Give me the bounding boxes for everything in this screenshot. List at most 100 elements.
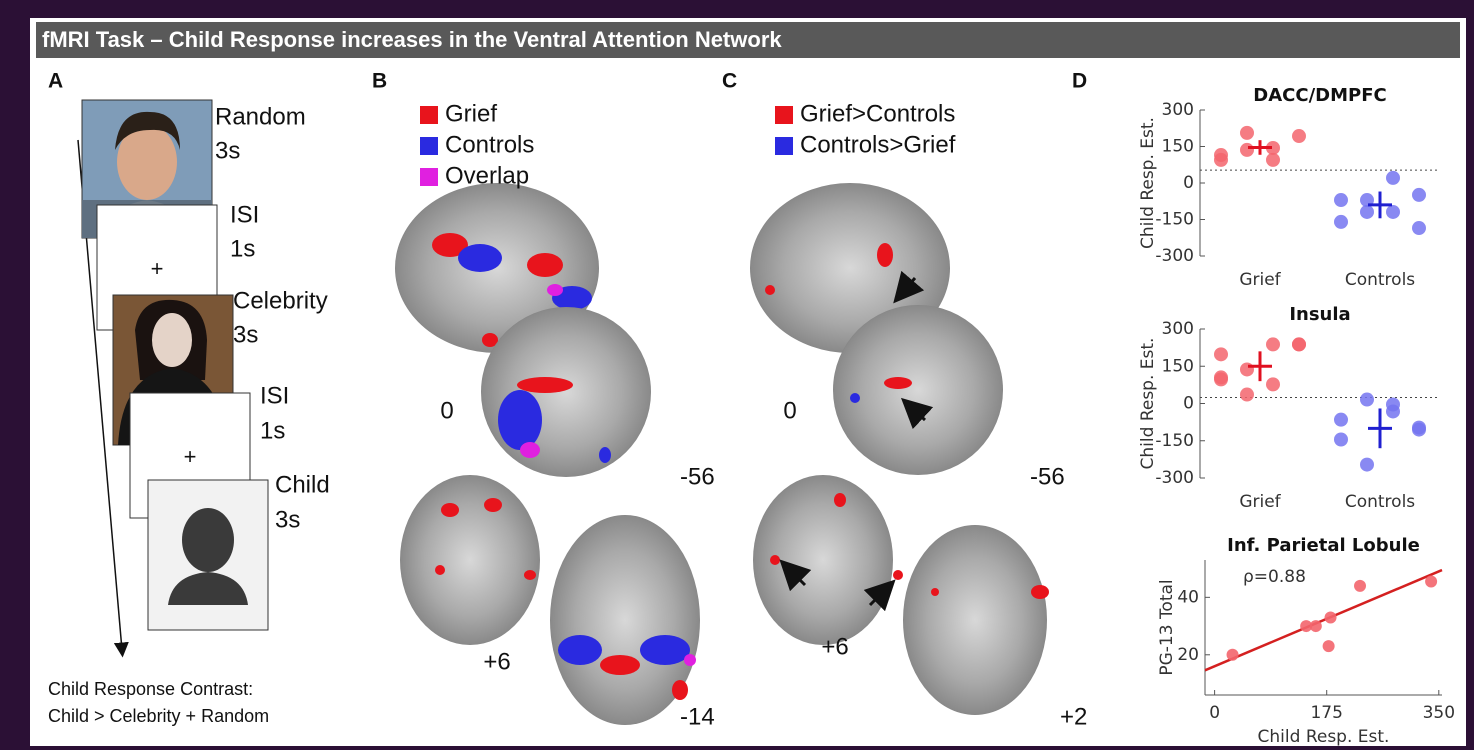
- illustration: [770, 555, 780, 565]
- illustration: [484, 498, 502, 512]
- illustration: [931, 588, 939, 596]
- label: -56: [680, 463, 715, 490]
- legend-swatch: [420, 137, 438, 155]
- legend-swatch: [420, 168, 438, 186]
- annotation: ρ=0.88: [1243, 567, 1306, 587]
- illustration: [517, 377, 573, 393]
- x-tick-label: Controls: [1345, 270, 1415, 290]
- illustration: [884, 377, 912, 389]
- data-point: [1354, 580, 1366, 592]
- chart-title: Inf. Parietal Lobule: [1227, 535, 1420, 556]
- label: 3s: [233, 321, 258, 348]
- data-point: [1240, 388, 1254, 402]
- y-axis-label: PG-13 Total: [1157, 579, 1177, 675]
- label: Random: [215, 103, 306, 130]
- y-tick-label: -300: [1155, 246, 1194, 266]
- data-point: [1325, 611, 1337, 623]
- x-tick-label: Grief: [1239, 492, 1281, 512]
- illustration: [182, 508, 234, 572]
- illustration: [765, 285, 775, 295]
- label: +6: [483, 648, 510, 675]
- data-point: [1334, 433, 1348, 447]
- legend-swatch: [420, 106, 438, 124]
- data-point: [1360, 393, 1374, 407]
- illustration: [893, 570, 903, 580]
- illustration: [600, 655, 640, 675]
- y-tick-label: 0: [1183, 173, 1194, 193]
- illustration: [850, 393, 860, 403]
- label: 0: [440, 397, 453, 424]
- data-point: [1240, 362, 1254, 376]
- x-tick-label: Controls: [1345, 492, 1415, 512]
- illustration: [441, 503, 459, 517]
- label: Child > Celebrity + Random: [48, 706, 269, 726]
- label: +: [151, 256, 164, 281]
- illustration: [833, 305, 1003, 475]
- chart-title: Insula: [1289, 304, 1350, 325]
- y-tick-label: 300: [1162, 319, 1194, 339]
- label: +6: [821, 633, 848, 660]
- legend-swatch: [775, 106, 793, 124]
- label: Child: [275, 471, 330, 498]
- legend-label: Overlap: [445, 162, 529, 189]
- data-point: [1292, 337, 1306, 351]
- illustration: [498, 390, 542, 450]
- legend-label: Grief: [445, 100, 497, 127]
- data-point: [1214, 370, 1228, 384]
- label: 3s: [215, 137, 240, 164]
- data-point: [1412, 221, 1426, 235]
- data-point: [1412, 423, 1426, 437]
- illustration: [458, 244, 502, 272]
- data-point: [1360, 458, 1374, 472]
- data-point: [1266, 337, 1280, 351]
- y-tick-label: 20: [1177, 645, 1199, 665]
- label: 0: [783, 397, 796, 424]
- illustration: [640, 635, 690, 665]
- x-tick-label: Grief: [1239, 270, 1281, 290]
- illustration: [684, 654, 696, 666]
- label: fMRI Task – Child Response increases in …: [42, 27, 782, 52]
- illustration: [547, 284, 563, 296]
- illustration: [524, 570, 536, 580]
- data-point: [1425, 576, 1437, 588]
- data-point: [1310, 620, 1322, 632]
- illustration: [435, 565, 445, 575]
- illustration: [152, 313, 192, 367]
- y-tick-label: 0: [1183, 394, 1194, 414]
- illustration: [148, 480, 268, 630]
- illustration: [527, 253, 563, 277]
- x-tick-label: 350: [1423, 703, 1455, 723]
- data-point: [1266, 377, 1280, 391]
- data-point: [1266, 153, 1280, 167]
- illustration: [400, 475, 540, 645]
- data-point: [1240, 143, 1254, 157]
- legend-label: Controls: [445, 131, 534, 158]
- y-tick-label: 40: [1177, 587, 1199, 607]
- chart-title: DACC/DMPFC: [1253, 85, 1386, 106]
- data-point: [1227, 649, 1239, 661]
- x-tick-label: 0: [1209, 703, 1220, 723]
- data-point: [1360, 205, 1374, 219]
- label: -56: [1030, 463, 1065, 490]
- data-point: [1323, 640, 1335, 652]
- legend-swatch: [775, 137, 793, 155]
- label: 1s: [230, 235, 255, 262]
- x-axis-label: Child Resp. Est.: [1258, 727, 1390, 747]
- label: A: [48, 70, 63, 93]
- illustration: [481, 307, 651, 477]
- label: ISI: [230, 201, 259, 228]
- label: B: [372, 70, 387, 93]
- x-tick-label: 175: [1310, 703, 1342, 723]
- label: D: [1072, 70, 1087, 93]
- illustration: [520, 442, 540, 458]
- data-point: [1292, 129, 1306, 143]
- label: ISI: [260, 382, 289, 409]
- y-tick-label: 300: [1162, 100, 1194, 120]
- illustration: [903, 525, 1047, 715]
- y-tick-label: 150: [1162, 356, 1194, 376]
- label: -14: [680, 703, 715, 730]
- y-tick-label: -150: [1155, 210, 1194, 230]
- label: Celebrity: [233, 287, 328, 314]
- y-tick-label: -300: [1155, 468, 1194, 488]
- label: +: [184, 444, 197, 469]
